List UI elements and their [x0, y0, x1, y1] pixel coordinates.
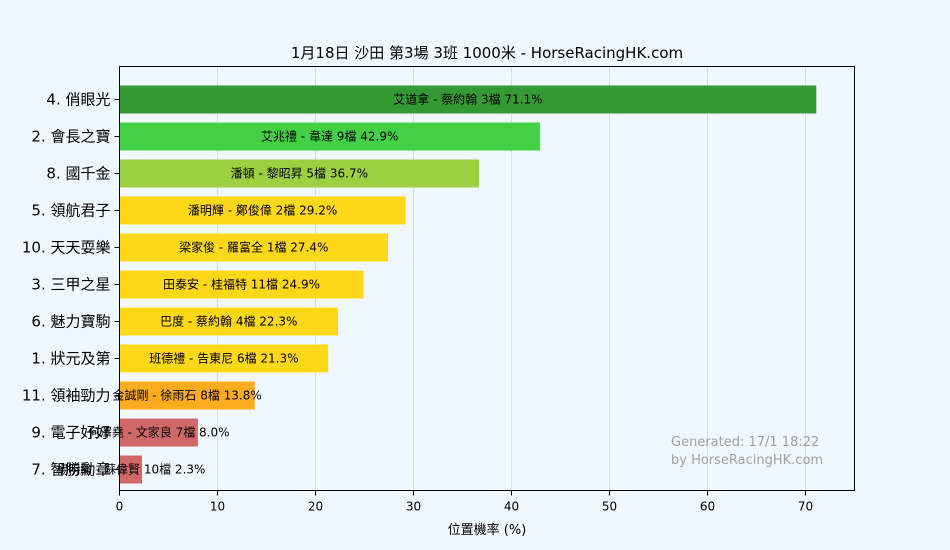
bar [119, 455, 143, 484]
bar [119, 344, 329, 373]
y-tick-label: 10. 天天耍樂 [22, 239, 111, 257]
watermark-generated: Generated: 17/1 18:22 [671, 435, 819, 450]
bar [119, 85, 817, 114]
bar-data-label: 田泰安 - 桂福特 11檔 24.9% [163, 277, 320, 292]
bar-data-label: 楊明綸 - 蘇偉賢 10檔 2.3% [56, 462, 205, 477]
watermark-site: by HorseRacingHK.com [671, 453, 823, 468]
bar-data-label: 潘明輝 - 鄭俊偉 2檔 29.2% [188, 203, 337, 218]
bar-data-label: 金誠剛 - 徐雨石 8檔 13.8% [112, 388, 261, 403]
x-tick-label: 20 [308, 500, 323, 514]
x-axis-ticks: 0 10 20 30 40 50 60 70 [116, 490, 813, 514]
bar [119, 233, 389, 262]
x-tick-label: 40 [504, 500, 519, 514]
y-tick-label: 1. 狀元及第 [31, 350, 110, 368]
x-tick-label: 30 [406, 500, 421, 514]
x-axis-label: 位置機率 (%) [448, 522, 527, 538]
bar [119, 418, 198, 447]
bar-data-label: 艾兆禮 - 韋達 9檔 42.9% [261, 130, 398, 144]
y-tick-label: 11. 領袖勁力 [22, 387, 111, 405]
bar [119, 196, 406, 225]
bars-group: 艾道拿 - 蔡約翰 3檔 71.1% 艾兆禮 - 韋達 9檔 42.9% 潘頓 - … [56, 85, 817, 484]
y-tick-label: 5. 領航君子 [31, 202, 110, 220]
bar-data-label: 巴度 - 蔡約翰 4檔 22.3% [160, 314, 297, 329]
y-tick-label: 9. 電子好好 [31, 424, 110, 442]
x-tick-label: 50 [602, 500, 617, 514]
chart-title: 1月18日 沙田 第3場 3班 1000米 - HorseRacingHK.co… [291, 44, 683, 62]
bar [119, 381, 255, 410]
y-tick-label: 7. 智勝勳章 [31, 461, 110, 479]
y-tick-label: 8. 國千金 [46, 165, 110, 183]
bar [119, 270, 364, 299]
y-tick-label: 6. 魅力寶駒 [31, 313, 110, 331]
bar-data-label: 何澤堯 - 文家良 7檔 8.0% [88, 425, 230, 440]
y-tick-label: 2. 會長之寶 [31, 128, 110, 146]
bar [119, 159, 480, 188]
bar-data-label: 班德禮 - 告東尼 6檔 21.3% [149, 351, 298, 366]
y-tick-label: 4. 俏眼光 [46, 91, 110, 109]
x-tick-label: 10 [210, 500, 225, 514]
x-tick-label: 0 [116, 500, 124, 514]
x-tick-label: 60 [700, 500, 715, 514]
x-tick-label: 70 [798, 500, 813, 514]
y-axis-horse-labels: 4. 俏眼光 2. 會長之寶 8. 國千金 5. 領航君子 10. 天天耍樂 3. 三甲之… [22, 91, 120, 479]
y-tick-label: 3. 三甲之星 [31, 276, 110, 294]
bar-data-label: 潘頓 - 黎昭昇 5檔 36.7% [231, 167, 368, 181]
bar [119, 307, 339, 336]
bar [119, 122, 540, 151]
plot-frame [119, 66, 855, 491]
bar-data-label: 梁家俊 - 羅富全 1檔 27.4% [179, 240, 328, 255]
bar-data-label: 艾道拿 - 蔡約翰 3檔 71.1% [393, 92, 542, 107]
